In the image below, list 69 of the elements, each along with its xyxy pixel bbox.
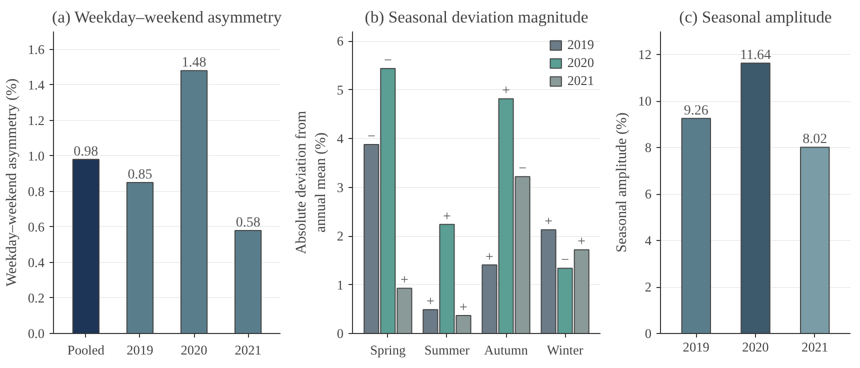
y-tick-label: 2 bbox=[644, 280, 652, 295]
data-label: − bbox=[384, 54, 392, 69]
x-tick-label: 2020 bbox=[742, 340, 770, 354]
y-tick-label: 0.8 bbox=[28, 184, 45, 199]
bar bbox=[126, 182, 154, 334]
y-tick-label: 5 bbox=[336, 82, 344, 98]
chart-title: (c) Seasonal amplitude bbox=[679, 8, 832, 26]
chart-title: (a) Weekday–weekend asymmetry bbox=[52, 8, 282, 26]
data-label: − bbox=[561, 253, 570, 268]
data-label: + bbox=[460, 300, 468, 316]
y-tick-label: 0 bbox=[336, 326, 344, 341]
y-tick-label: 1.0 bbox=[28, 148, 45, 164]
bar bbox=[800, 146, 830, 334]
y-tick-label: 1.4 bbox=[28, 77, 45, 92]
y-tick-label: 6 bbox=[644, 186, 652, 202]
bar bbox=[234, 230, 262, 334]
y-tick-label: 4 bbox=[644, 233, 652, 248]
bar bbox=[180, 70, 208, 334]
legend-label: 2021 bbox=[567, 73, 594, 89]
x-tick-label: 2019 bbox=[682, 340, 710, 354]
y-tick-label: 0.2 bbox=[28, 290, 45, 306]
y-tick-label: 0.4 bbox=[28, 254, 45, 270]
x-tick-label: Autumn bbox=[484, 342, 528, 358]
y-tick-label: 6 bbox=[336, 34, 344, 49]
data-label: + bbox=[578, 234, 586, 250]
y-tick-label: 1.2 bbox=[28, 112, 45, 128]
data-label: − bbox=[367, 130, 376, 145]
y-tick-label: 1 bbox=[336, 277, 344, 292]
y-tick-label: 4 bbox=[336, 131, 344, 146]
data-label: + bbox=[400, 273, 409, 288]
data-label: 1.48 bbox=[182, 56, 206, 71]
data-label: + bbox=[426, 294, 434, 310]
data-label: + bbox=[443, 209, 452, 224]
y-tick-label: 0 bbox=[644, 326, 652, 341]
legend-label: 2020 bbox=[567, 55, 594, 71]
y-tick-label: 0.6 bbox=[28, 219, 45, 234]
data-label: 0.58 bbox=[236, 215, 260, 230]
y-tick-label: 10 bbox=[638, 94, 652, 109]
data-label: 0.85 bbox=[128, 168, 152, 182]
x-tick-label: Summer bbox=[424, 342, 470, 358]
data-label: − bbox=[518, 162, 527, 177]
y-tick-label: 2 bbox=[336, 228, 344, 244]
chart-title: (b) Seasonal deviation magnitude bbox=[364, 8, 588, 26]
bar bbox=[740, 62, 770, 334]
y-tick-label: 3 bbox=[336, 180, 344, 195]
x-tick-label: Winter bbox=[546, 342, 584, 358]
y-tick-label: 0.0 bbox=[28, 326, 45, 341]
x-tick-label: Spring bbox=[370, 342, 406, 358]
y-tick-label: 8 bbox=[644, 140, 652, 156]
y-axis-title: Absolute deviation from annual mean (%) bbox=[294, 110, 329, 254]
x-tick-label: 2020 bbox=[180, 342, 208, 358]
x-tick-label: 2021 bbox=[234, 342, 262, 358]
bar bbox=[72, 158, 100, 334]
data-label: 0.98 bbox=[74, 144, 98, 160]
legend-label: 2019 bbox=[567, 37, 594, 53]
x-tick-label: 2019 bbox=[126, 342, 154, 358]
y-axis-title: Seasonal amplitude (%) bbox=[614, 112, 630, 253]
data-label: 8.02 bbox=[802, 132, 828, 148]
data-label: + bbox=[544, 214, 553, 230]
x-tick-label: 2021 bbox=[802, 340, 828, 354]
x-tick-label: Pooled bbox=[67, 342, 105, 358]
data-label: 9.26 bbox=[684, 103, 708, 118]
data-label: + bbox=[502, 84, 510, 99]
data-label: + bbox=[486, 250, 494, 265]
data-label: 11.64 bbox=[740, 48, 771, 64]
y-tick-label: 1.6 bbox=[28, 42, 45, 57]
bar bbox=[681, 118, 711, 334]
y-tick-label: 12 bbox=[638, 47, 652, 62]
y-axis-title: Weekday–weekend asymmetry (%) bbox=[4, 78, 20, 286]
